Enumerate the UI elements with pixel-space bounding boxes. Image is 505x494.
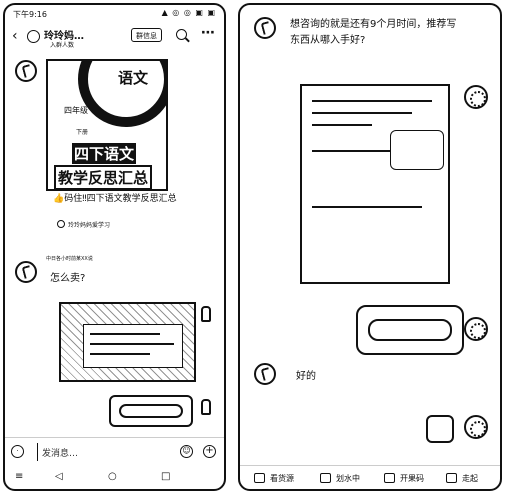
menu-item-go[interactable]: 走起: [446, 473, 478, 484]
sent-screenshot-image[interactable]: [59, 302, 196, 382]
poster-arc: [78, 61, 166, 127]
poster-line2: 教学反思汇总: [54, 165, 153, 189]
menu-label: 走起: [462, 474, 478, 483]
self-avatar[interactable]: [464, 415, 488, 439]
self-avatar[interactable]: [201, 399, 211, 415]
right-chat-screen: 想咨询的就是还有9个月时间，推荐写东西从哪入手好? 好的 看货源 划水中 开果码…: [238, 3, 502, 491]
status-time: 下午9:16: [13, 10, 47, 19]
image-doc-area: [83, 324, 183, 368]
menu-item-code[interactable]: 开果码: [384, 473, 424, 484]
search-icon[interactable]: [176, 29, 187, 40]
more-icon[interactable]: ⋯: [201, 25, 215, 41]
image-pill-inner: [368, 319, 452, 341]
emoji-icon[interactable]: ☺: [180, 445, 193, 458]
sender-avatar[interactable]: [15, 60, 37, 82]
system-nav-bar: ≡ ◁ ○ □: [5, 467, 224, 489]
menu-label: 开果码: [400, 474, 424, 483]
sent-image-pill[interactable]: [109, 395, 193, 427]
self-avatar[interactable]: [464, 317, 488, 341]
chat-header: ‹ 玲玲妈… 入群人数 群信息 ⋯: [5, 23, 224, 53]
menu-item-chat[interactable]: 划水中: [320, 473, 360, 484]
sender-avatar[interactable]: [15, 261, 37, 283]
shop-icon: [254, 473, 265, 483]
plus-icon[interactable]: +: [203, 445, 216, 458]
image-pill-inner: [119, 404, 183, 418]
go-icon: [446, 473, 457, 483]
left-chat-screen: 下午9:16 ▲ ◎ ◎ ▣ ▣ ‹ 玲玲妈… 入群人数 群信息 ⋯ 语文 四年…: [3, 3, 226, 491]
question-message: 想咨询的就是还有9个月时间，推荐写东西从哪入手好?: [290, 19, 457, 46]
reply-message: 好的: [296, 371, 316, 382]
poster-char: 语文: [116, 67, 151, 88]
chat-icon: [320, 473, 331, 483]
message-input-bar: · 发消息… ☺ +: [5, 437, 224, 465]
self-avatar[interactable]: [464, 85, 488, 109]
menu-item-shop[interactable]: 看货源: [254, 473, 294, 484]
sender-avatar[interactable]: [254, 363, 276, 385]
poster-term: 下册: [76, 129, 89, 136]
poster-grade: 四年级: [64, 106, 88, 115]
shared-poster-image[interactable]: 语文 四年级 下册 四下语文 教学反思汇总: [46, 59, 168, 191]
back-icon[interactable]: ‹: [12, 28, 18, 44]
menu-icon[interactable]: ≡: [15, 471, 24, 482]
menu-label: 划水中: [336, 474, 360, 483]
sent-sticker[interactable]: [426, 415, 454, 443]
status-bar: 下午9:16 ▲ ◎ ◎ ▣ ▣: [5, 5, 224, 23]
chat-subtitle: 入群人数: [50, 42, 75, 49]
card-source[interactable]: 玲玲妈妈爱学习: [57, 220, 110, 229]
message-input[interactable]: 发消息…: [37, 443, 167, 461]
bottom-menu: 看货源 划水中 开果码 走起: [240, 465, 500, 489]
shared-document-image[interactable]: [300, 84, 450, 284]
recents-nav-icon[interactable]: □: [161, 471, 171, 482]
card-caption[interactable]: 👍码住‼四下语文教学反思汇总: [53, 194, 177, 204]
self-avatar[interactable]: [201, 306, 211, 322]
chat-title[interactable]: 玲玲妈…: [44, 31, 84, 42]
home-nav-icon[interactable]: ○: [108, 471, 117, 482]
back-nav-icon[interactable]: ◁: [55, 471, 63, 482]
highlight-box: [390, 130, 444, 170]
voice-icon[interactable]: ·: [11, 445, 24, 458]
group-avatar[interactable]: [27, 30, 40, 43]
poster-line1: 四下语文: [72, 143, 137, 164]
message-meta: 中日各小时前某XX说: [46, 256, 93, 262]
menu-label: 看货源: [270, 474, 294, 483]
group-info-button[interactable]: 群信息: [131, 28, 162, 42]
question-message: 怎么卖?: [50, 273, 86, 284]
code-icon: [384, 473, 395, 483]
status-indicators: ▲ ◎ ◎ ▣ ▣: [161, 8, 216, 17]
sender-avatar[interactable]: [254, 17, 276, 39]
sent-image-pill[interactable]: [356, 305, 464, 355]
